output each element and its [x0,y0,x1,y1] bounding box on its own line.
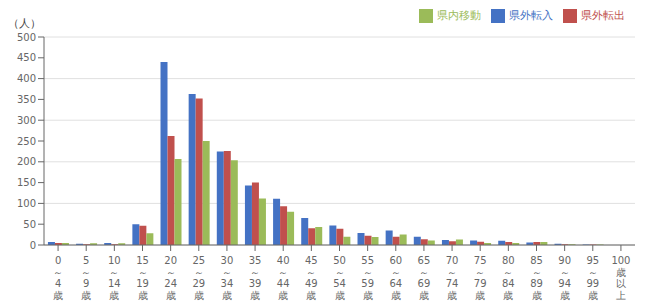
svg-text:65～69歳: 65～69歳 [418,255,431,301]
html-text:県外転入: 県外転入 [509,9,553,22]
svg-text:10～14歳: 10～14歳 [108,255,121,301]
svg-text:（人）: （人） [8,17,41,30]
svg-text:40～44歳: 40～44歳 [277,255,290,301]
svg-text:50～54歳: 50～54歳 [333,255,346,301]
svg-text:0: 0 [30,240,36,251]
svg-text:95～99歳: 95～99歳 [586,255,599,301]
svg-text:250: 250 [17,136,36,147]
svg-text:45～49歳: 45～49歳 [305,255,318,301]
svg-text:85～89歳: 85～89歳 [530,255,543,301]
svg-text:450: 450 [17,52,36,63]
svg-text:35～39歳: 35～39歳 [249,255,262,301]
svg-text:400: 400 [17,73,36,84]
svg-text:100: 100 [17,198,36,209]
svg-text:25～29歳: 25～29歳 [192,255,205,301]
svg-text:15～19歳: 15～19歳 [136,255,149,301]
svg-text:200: 200 [17,156,36,167]
html-text:県外転出: 県外転出 [581,9,625,22]
svg-text:55～59歳: 55～59歳 [361,255,374,301]
svg-text:350: 350 [17,94,36,105]
svg-text:5～9歳: 5～9歳 [81,255,91,301]
html-text:県内移動: 県内移動 [437,9,481,22]
svg-text:0～4歳: 0～4歳 [53,255,63,301]
svg-text:80～84歳: 80～84歳 [502,255,515,301]
svg-text:90～94歳: 90～94歳 [558,255,571,301]
svg-text:150: 150 [17,177,36,188]
svg-text:50: 50 [23,219,36,230]
svg-text:60～64歳: 60～64歳 [389,255,402,301]
svg-text:75～79歳: 75～79歳 [474,255,487,301]
svg-text:70～74歳: 70～74歳 [446,255,459,301]
svg-text:500: 500 [17,32,36,43]
svg-text:300: 300 [17,115,36,126]
svg-text:100歳以上: 100歳以上 [611,255,630,301]
svg-text:20～24歳: 20～24歳 [164,255,177,301]
svg-text:30～34歳: 30～34歳 [221,255,234,301]
